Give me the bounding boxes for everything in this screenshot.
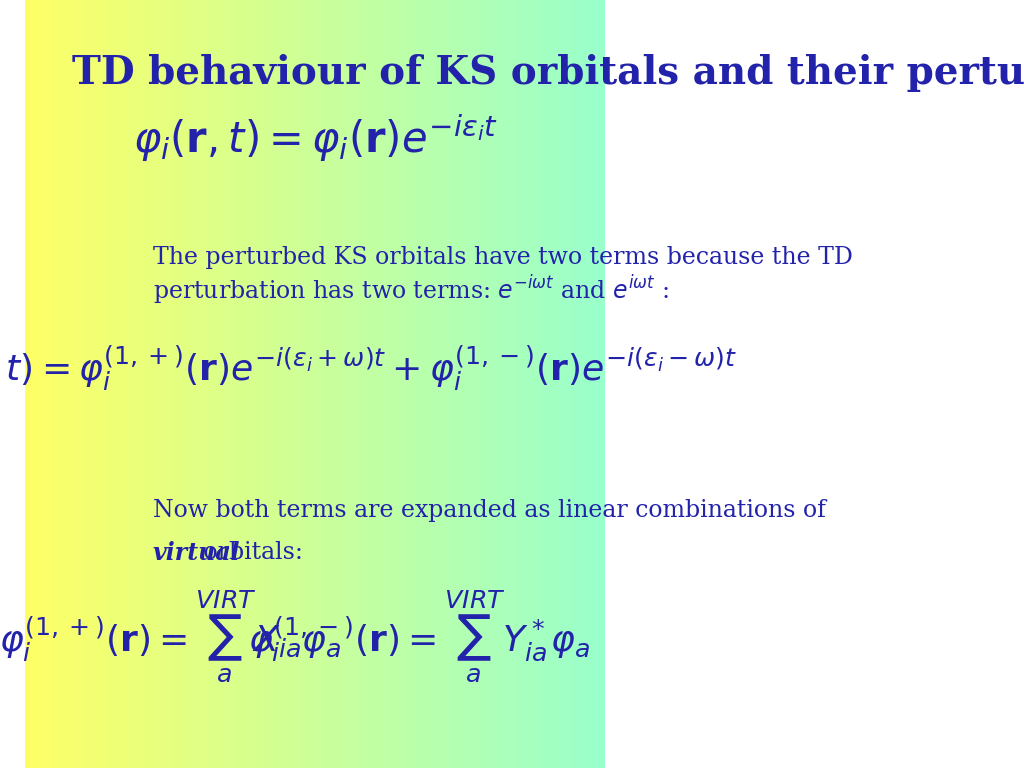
Text: $\varphi_i^{(1)}\left(\mathbf{r},t\right) = \varphi_i^{(1,+)}\left(\mathbf{r}\ri: $\varphi_i^{(1)}\left(\mathbf{r},t\right… (0, 343, 737, 394)
Text: $\varphi_i\left(\mathbf{r},t\right) = \varphi_i\left(\mathbf{r}\right)e^{-i\vare: $\varphi_i\left(\mathbf{r},t\right) = \v… (133, 112, 498, 164)
Text: The perturbed KS orbitals have two terms because the TD
perturbation has two ter: The perturbed KS orbitals have two terms… (153, 246, 853, 307)
Text: TD behaviour of KS orbitals and their perturbations:: TD behaviour of KS orbitals and their pe… (72, 54, 1024, 91)
Text: Now both terms are expanded as linear combinations of: Now both terms are expanded as linear co… (153, 499, 825, 522)
Text: virtual: virtual (153, 541, 241, 565)
Text: orbitals:: orbitals: (197, 541, 303, 564)
Text: $\varphi_i^{(1,-)}\left(\mathbf{r}\right) = \sum_{a}^{VIRT} Y_{ia}^*\varphi_a$: $\varphi_i^{(1,-)}\left(\mathbf{r}\right… (248, 589, 591, 686)
Text: $\varphi_i^{(1,+)}\left(\mathbf{r}\right) = \sum_{a}^{VIRT} X_{ia}\varphi_a$: $\varphi_i^{(1,+)}\left(\mathbf{r}\right… (0, 589, 341, 686)
